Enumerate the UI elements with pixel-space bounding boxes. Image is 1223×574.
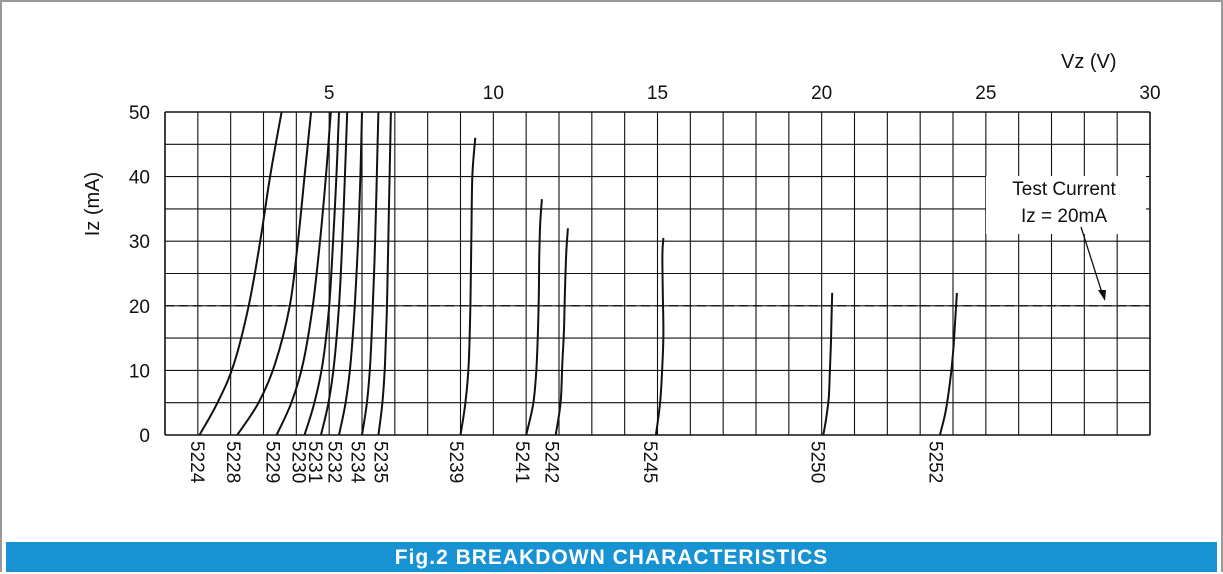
part-label-5245: 5245: [639, 441, 660, 483]
y-tick-label: 30: [129, 232, 150, 253]
curve-5241: [525, 199, 543, 436]
x-tick-label: 30: [1139, 83, 1160, 104]
y-tick-label: 20: [129, 297, 150, 318]
part-label-5231: 5231: [304, 441, 325, 483]
y-axis-label: Iz (mA): [82, 172, 104, 236]
tick-labels: 5 10 15 20 25 30 0 10 20 30 40 50: [129, 83, 1161, 447]
part-label-5235: 5235: [370, 441, 391, 483]
part-label-5239: 5239: [445, 441, 466, 483]
part-label-5228: 5228: [222, 441, 243, 483]
curve-5239: [459, 137, 477, 436]
x-tick-label: 20: [811, 83, 832, 104]
part-label-5234: 5234: [347, 441, 368, 484]
x-tick-label: 10: [483, 83, 504, 104]
x-tick-label: 5: [324, 83, 335, 104]
curve-5232: [338, 111, 363, 436]
part-label-5242: 5242: [540, 441, 561, 483]
curve-5242: [554, 228, 569, 436]
x-tick-label: 25: [975, 83, 996, 104]
part-label-5252: 5252: [925, 441, 946, 483]
part-label-5230: 5230: [288, 441, 309, 483]
x-axis-label: Vz (V): [1061, 51, 1117, 73]
y-tick-label: 40: [129, 168, 150, 189]
annotation-line2: Iz = 20mA: [1021, 206, 1107, 227]
grid: [164, 111, 1151, 436]
y-tick-label: 0: [139, 426, 150, 447]
annotation-arrow: [1080, 226, 1104, 297]
figure-caption: Fig.2 BREAKDOWN CHARACTERISTICS: [6, 542, 1217, 572]
curve-5245: [654, 237, 665, 436]
curve-5224: [198, 111, 283, 436]
curve-5230: [303, 111, 340, 436]
curve-5228: [236, 111, 313, 436]
y-tick-label: 50: [129, 103, 150, 124]
curve-5252: [938, 292, 958, 436]
x-tick-label: 15: [647, 83, 668, 104]
curves: [198, 111, 958, 436]
curve-5231: [320, 111, 349, 436]
part-label-5224: 5224: [186, 441, 207, 484]
curve-5234: [361, 111, 380, 436]
part-label-5241: 5241: [511, 441, 532, 483]
curve-5250: [822, 292, 834, 436]
y-tick-label: 10: [129, 361, 150, 382]
part-label-5250: 5250: [806, 441, 827, 483]
annotation-line1: Test Current: [1012, 179, 1116, 200]
curve-5235: [377, 111, 392, 436]
annotation-arrowhead: [1098, 290, 1106, 301]
part-label-5229: 5229: [261, 441, 282, 483]
test-current-annotation: Test Current Iz = 20mA: [986, 176, 1146, 301]
part-label-5232: 5232: [324, 441, 345, 483]
annotation-box: [986, 176, 1146, 234]
curve-5229: [275, 111, 332, 436]
